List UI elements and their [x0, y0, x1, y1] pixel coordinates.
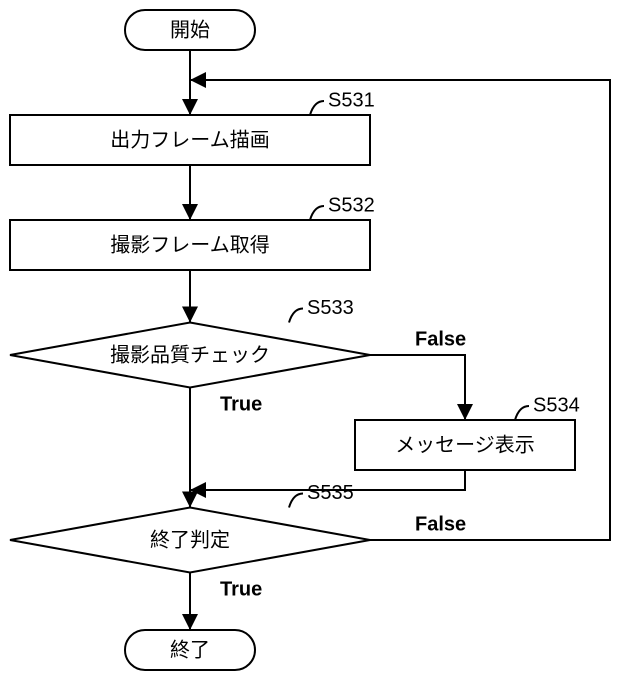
svg-text:False: False [415, 513, 466, 535]
svg-text:撮影フレーム取得: 撮影フレーム取得 [110, 233, 269, 256]
svg-text:S532: S532 [328, 194, 375, 216]
svg-text:S531: S531 [328, 89, 375, 111]
svg-text:True: True [220, 393, 262, 415]
svg-text:終了判定: 終了判定 [150, 528, 230, 551]
svg-text:False: False [415, 328, 466, 350]
svg-text:終了: 終了 [170, 638, 210, 661]
svg-text:メッセージ表示: メッセージ表示 [395, 433, 535, 456]
svg-text:開始: 開始 [170, 18, 210, 41]
svg-text:出力フレーム描画: 出力フレーム描画 [110, 128, 269, 151]
svg-text:S535: S535 [307, 482, 354, 504]
svg-text:True: True [220, 578, 262, 600]
svg-text:S533: S533 [307, 297, 354, 319]
svg-text:撮影品質チェック: 撮影品質チェック [110, 343, 270, 366]
flowchart: 開始出力フレーム描画 S531 撮影フレーム取得 S532 撮影品質チェック S533 メッ… [0, 0, 640, 683]
svg-text:S534: S534 [533, 394, 580, 416]
